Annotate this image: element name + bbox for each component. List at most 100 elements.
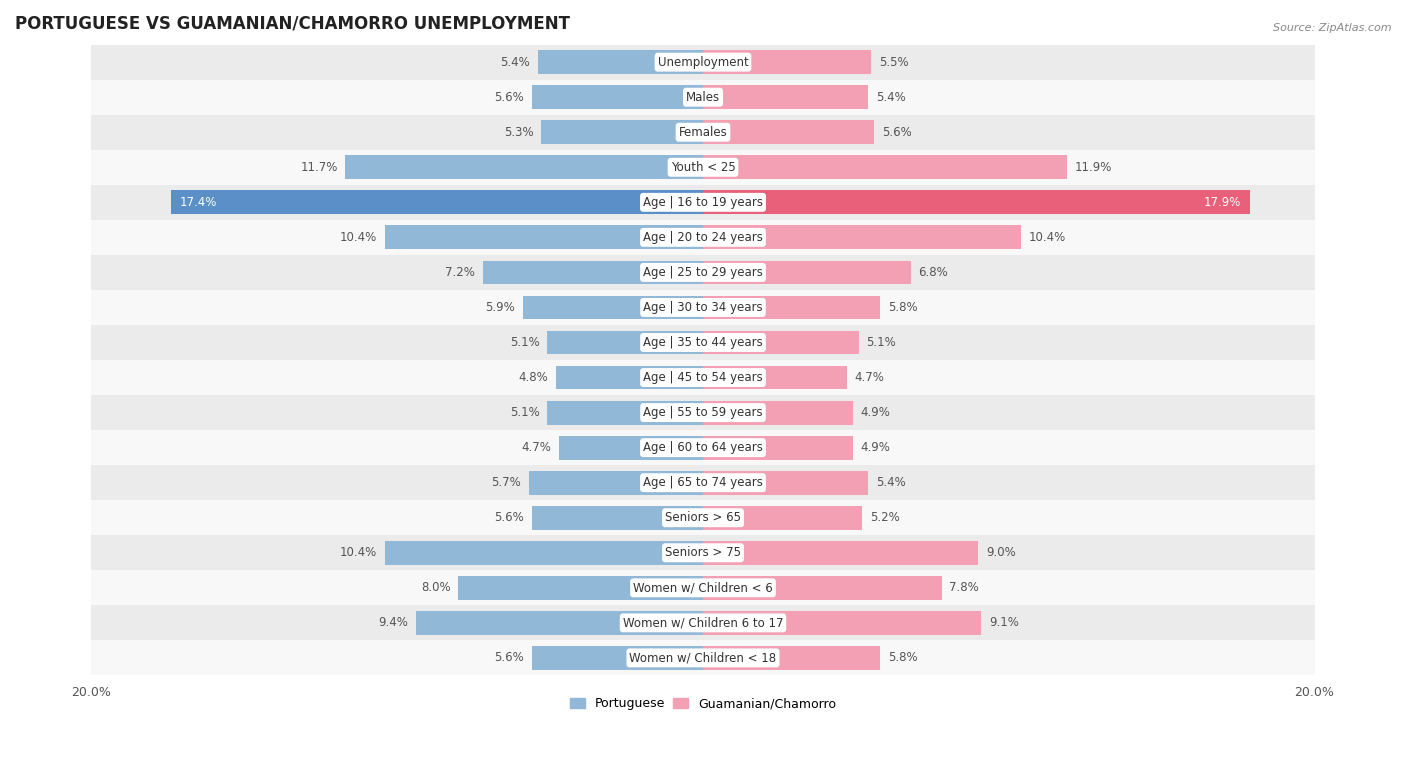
Text: 4.9%: 4.9%: [860, 441, 890, 454]
Bar: [385, 540, 703, 565]
Bar: [538, 50, 703, 74]
Bar: [482, 260, 703, 285]
Text: Age | 25 to 29 years: Age | 25 to 29 years: [643, 266, 763, 279]
Bar: [703, 366, 846, 389]
Text: Males: Males: [686, 91, 720, 104]
Text: 7.2%: 7.2%: [446, 266, 475, 279]
Text: Youth < 25: Youth < 25: [671, 160, 735, 174]
Text: 5.8%: 5.8%: [889, 301, 918, 314]
Bar: [91, 430, 1315, 465]
Text: Age | 16 to 19 years: Age | 16 to 19 years: [643, 196, 763, 209]
Text: 5.7%: 5.7%: [491, 476, 522, 489]
Text: 9.4%: 9.4%: [378, 616, 408, 629]
Bar: [703, 540, 979, 565]
Text: 4.9%: 4.9%: [860, 406, 890, 419]
Bar: [531, 506, 703, 530]
Text: 11.7%: 11.7%: [301, 160, 337, 174]
Text: Age | 30 to 34 years: Age | 30 to 34 years: [643, 301, 763, 314]
Text: 5.4%: 5.4%: [501, 56, 530, 69]
Bar: [560, 436, 703, 459]
Text: Seniors > 65: Seniors > 65: [665, 511, 741, 524]
Text: Unemployment: Unemployment: [658, 56, 748, 69]
Bar: [703, 226, 1021, 249]
Bar: [91, 325, 1315, 360]
Text: 5.1%: 5.1%: [509, 336, 540, 349]
Bar: [703, 50, 872, 74]
Text: Seniors > 75: Seniors > 75: [665, 547, 741, 559]
Text: 5.4%: 5.4%: [876, 476, 905, 489]
Bar: [91, 500, 1315, 535]
Bar: [703, 120, 875, 144]
Bar: [416, 611, 703, 635]
Bar: [531, 86, 703, 109]
Bar: [172, 191, 703, 214]
Bar: [703, 295, 880, 319]
Bar: [91, 255, 1315, 290]
Text: 7.8%: 7.8%: [949, 581, 979, 594]
Text: Women w/ Children < 6: Women w/ Children < 6: [633, 581, 773, 594]
Text: 11.9%: 11.9%: [1074, 160, 1112, 174]
Bar: [385, 226, 703, 249]
Text: Females: Females: [679, 126, 727, 139]
Bar: [91, 570, 1315, 606]
Bar: [91, 45, 1315, 79]
Bar: [547, 331, 703, 354]
Bar: [531, 646, 703, 670]
Bar: [703, 471, 868, 494]
Text: 5.8%: 5.8%: [889, 651, 918, 665]
Bar: [91, 395, 1315, 430]
Bar: [91, 640, 1315, 675]
Text: 10.4%: 10.4%: [340, 231, 377, 244]
Text: PORTUGUESE VS GUAMANIAN/CHAMORRO UNEMPLOYMENT: PORTUGUESE VS GUAMANIAN/CHAMORRO UNEMPLO…: [15, 15, 569, 33]
Bar: [703, 436, 853, 459]
Bar: [557, 366, 703, 389]
Text: 4.7%: 4.7%: [522, 441, 551, 454]
Text: Age | 20 to 24 years: Age | 20 to 24 years: [643, 231, 763, 244]
Text: 5.9%: 5.9%: [485, 301, 515, 314]
Text: 10.4%: 10.4%: [340, 547, 377, 559]
Bar: [703, 576, 942, 600]
Text: Age | 60 to 64 years: Age | 60 to 64 years: [643, 441, 763, 454]
Text: 6.8%: 6.8%: [918, 266, 948, 279]
Text: 5.6%: 5.6%: [495, 511, 524, 524]
Bar: [703, 191, 1250, 214]
Text: Age | 45 to 54 years: Age | 45 to 54 years: [643, 371, 763, 384]
Bar: [91, 150, 1315, 185]
Bar: [91, 79, 1315, 115]
Text: Age | 35 to 44 years: Age | 35 to 44 years: [643, 336, 763, 349]
Bar: [91, 185, 1315, 220]
Text: 5.2%: 5.2%: [870, 511, 900, 524]
Bar: [703, 611, 981, 635]
Bar: [541, 120, 703, 144]
Text: 8.0%: 8.0%: [422, 581, 451, 594]
Bar: [703, 155, 1067, 179]
Text: 5.1%: 5.1%: [866, 336, 897, 349]
Text: 17.4%: 17.4%: [180, 196, 218, 209]
Text: 10.4%: 10.4%: [1029, 231, 1066, 244]
Bar: [547, 400, 703, 425]
Bar: [703, 646, 880, 670]
Text: 9.0%: 9.0%: [986, 547, 1015, 559]
Text: Age | 65 to 74 years: Age | 65 to 74 years: [643, 476, 763, 489]
Bar: [703, 331, 859, 354]
Bar: [91, 115, 1315, 150]
Bar: [346, 155, 703, 179]
Text: Age | 55 to 59 years: Age | 55 to 59 years: [643, 406, 763, 419]
Legend: Portuguese, Guamanian/Chamorro: Portuguese, Guamanian/Chamorro: [565, 693, 841, 715]
Text: Source: ZipAtlas.com: Source: ZipAtlas.com: [1274, 23, 1392, 33]
Text: 17.9%: 17.9%: [1204, 196, 1241, 209]
Text: 5.1%: 5.1%: [509, 406, 540, 419]
Bar: [91, 465, 1315, 500]
Text: 5.3%: 5.3%: [503, 126, 533, 139]
Bar: [91, 360, 1315, 395]
Bar: [91, 290, 1315, 325]
Text: Women w/ Children 6 to 17: Women w/ Children 6 to 17: [623, 616, 783, 629]
Text: Women w/ Children < 18: Women w/ Children < 18: [630, 651, 776, 665]
Bar: [703, 86, 868, 109]
Text: 5.6%: 5.6%: [495, 651, 524, 665]
Bar: [458, 576, 703, 600]
Text: 4.7%: 4.7%: [855, 371, 884, 384]
Text: 9.1%: 9.1%: [988, 616, 1019, 629]
Bar: [91, 606, 1315, 640]
Bar: [529, 471, 703, 494]
